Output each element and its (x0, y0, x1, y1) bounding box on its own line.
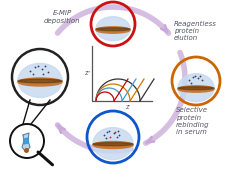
Ellipse shape (18, 79, 62, 83)
Text: Z'': Z'' (85, 71, 91, 76)
Text: E-MIP
deposition: E-MIP deposition (44, 10, 80, 24)
Ellipse shape (93, 142, 133, 149)
Text: Selective
protein
rebinding
in serum: Selective protein rebinding in serum (176, 107, 210, 135)
Ellipse shape (96, 28, 130, 31)
Ellipse shape (96, 17, 130, 41)
Ellipse shape (18, 78, 62, 86)
Ellipse shape (18, 63, 62, 97)
Text: Reagentless
protein
elution: Reagentless protein elution (174, 21, 217, 41)
Polygon shape (22, 133, 30, 151)
Ellipse shape (178, 87, 214, 90)
Ellipse shape (178, 86, 214, 92)
Ellipse shape (93, 128, 133, 160)
Polygon shape (24, 138, 29, 144)
Ellipse shape (93, 143, 133, 146)
Ellipse shape (96, 27, 130, 33)
Text: Z': Z' (126, 105, 130, 110)
Ellipse shape (178, 74, 214, 102)
